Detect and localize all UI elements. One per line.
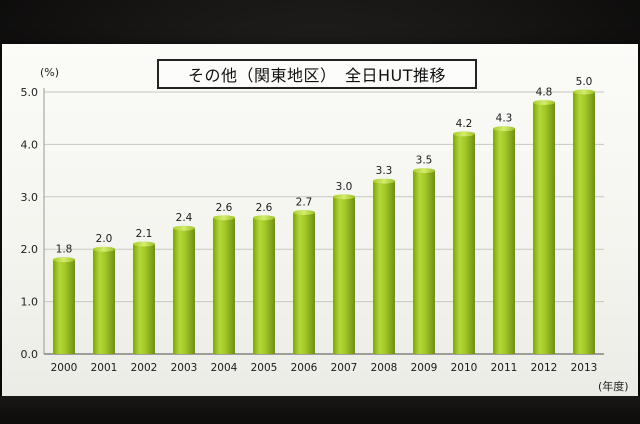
bar-top-2005	[253, 215, 275, 221]
room-floor	[0, 396, 640, 424]
y-tick-label: 1.0	[21, 296, 39, 309]
gridlines	[44, 91, 604, 303]
bar-value-label: 4.2	[456, 118, 473, 130]
bar-2007	[333, 196, 355, 354]
bar-value-label: 3.0	[336, 181, 353, 193]
bar-value-label: 1.8	[56, 244, 73, 256]
bar-2001	[93, 249, 115, 354]
bar-2013	[573, 92, 595, 354]
bar-2005	[253, 217, 275, 354]
x-tick-label: 2008	[371, 362, 398, 374]
bar-value-label: 2.1	[136, 228, 153, 240]
bar-top-2006	[293, 210, 315, 216]
bar-value-label: 5.0	[576, 76, 593, 88]
bar-top-2002	[133, 241, 155, 247]
bar-value-label: 2.6	[256, 202, 273, 214]
bar-value-label: 3.3	[376, 165, 393, 177]
bar-2004	[213, 217, 235, 354]
bar-2008	[373, 181, 395, 354]
bar-top-2009	[413, 168, 435, 174]
y-tick-label: 2.0	[21, 243, 39, 256]
x-tick-label: 2011	[491, 362, 518, 374]
bar-value-label: 2.4	[176, 212, 193, 224]
axes	[43, 88, 604, 355]
x-tick-label: 2007	[331, 362, 358, 374]
bar-top-2007	[333, 194, 355, 200]
x-tick-label: 2002	[131, 362, 158, 374]
x-tick-label: 2009	[411, 362, 438, 374]
y-tick-label: 3.0	[21, 191, 39, 204]
bar-top-2012	[533, 99, 555, 105]
bar-2006	[293, 212, 315, 354]
bar-top-2013	[573, 89, 595, 95]
y-tick-label: 5.0	[21, 86, 39, 99]
bar-value-label: 2.6	[216, 202, 233, 214]
y-tick-label: 0.0	[21, 348, 39, 361]
x-tick-label: 2005	[251, 362, 278, 374]
y-tick-label: 4.0	[21, 138, 39, 151]
x-tick-label: 2001	[91, 362, 118, 374]
chart-title-box: その他（関東地区） 全日HUT推移	[157, 59, 477, 89]
bar-top-2011	[493, 126, 515, 132]
bar-top-2008	[373, 178, 395, 184]
bar-2010	[453, 133, 475, 354]
x-tick-label: 2010	[451, 362, 478, 374]
bar-value-label: 2.7	[296, 197, 313, 209]
bar-2009	[413, 170, 435, 354]
bar-top-2003	[173, 225, 195, 231]
bar-value-label: 2.0	[96, 233, 113, 245]
bar-2012	[533, 102, 555, 354]
x-tick-labels: 2000 2001 2002 2003 2004 2005 2006 2007 2008 2009…	[51, 362, 598, 374]
bar-2000	[53, 259, 75, 354]
x-tick-label: 2006	[291, 362, 318, 374]
bar-top-2000	[53, 257, 75, 263]
x-tick-label: 2000	[51, 362, 78, 374]
bar-2011	[493, 128, 515, 354]
bar-value-label: 4.3	[496, 113, 513, 125]
bar-value-label: 3.5	[416, 155, 433, 167]
bar-top-2004	[213, 215, 235, 221]
bar-top-2010	[453, 131, 475, 137]
x-tick-label: 2013	[571, 362, 598, 374]
y-axis-unit-label: (%)	[40, 66, 60, 79]
bar-2002	[133, 243, 155, 354]
y-tick-labels: 0.0 1.0 2.0 3.0 4.0 5.0	[21, 86, 39, 361]
bar-value-label: 4.8	[536, 86, 553, 98]
x-axis-unit-label: (年度)	[598, 380, 629, 393]
x-tick-label: 2012	[531, 362, 558, 374]
bars	[53, 89, 595, 354]
x-tick-label: 2004	[211, 362, 238, 374]
chart-title: その他（関東地区） 全日HUT推移	[187, 66, 447, 85]
value-labels: 1.8 2.0 2.1 2.4 2.6 2.6 2.7 3.0 3.3 3.5 4.2 4.3 4.8 5…	[56, 76, 593, 256]
bar-top-2001	[93, 246, 115, 252]
x-tick-label: 2003	[171, 362, 198, 374]
bar-2003	[173, 228, 195, 354]
